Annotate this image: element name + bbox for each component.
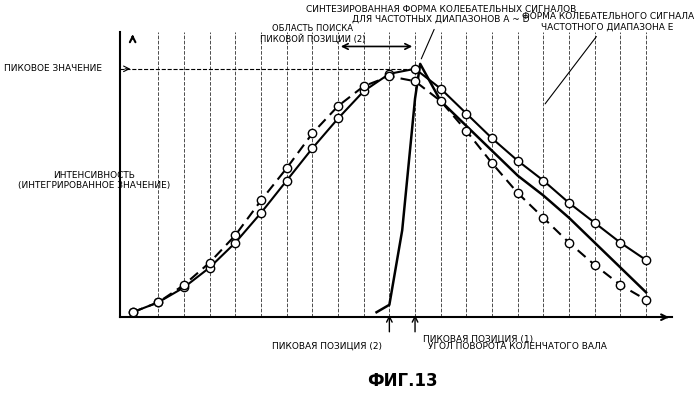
Text: ФИГ.13: ФИГ.13 bbox=[367, 372, 438, 390]
Text: ПИКОВАЯ ПОЗИЦИЯ (2): ПИКОВАЯ ПОЗИЦИЯ (2) bbox=[272, 342, 382, 351]
Text: ФОРМА КОЛЕБАТЕЛЬНОГО СИГНАЛА
ЧАСТОТНОГО ДИАПАЗОНА Е: ФОРМА КОЛЕБАТЕЛЬНОГО СИГНАЛА ЧАСТОТНОГО … bbox=[521, 12, 693, 104]
Text: СИНТЕЗИРОВАННАЯ ФОРМА КОЛЕБАТЕЛЬНЫХ СИГНАЛОВ
ДЛЯ ЧАСТОТНЫХ ДИАПАЗОНОВ А ~ D: СИНТЕЗИРОВАННАЯ ФОРМА КОЛЕБАТЕЛЬНЫХ СИГН… bbox=[305, 5, 576, 59]
Text: ПИКОВОЕ ЗНАЧЕНИЕ: ПИКОВОЕ ЗНАЧЕНИЕ bbox=[3, 64, 102, 73]
Text: ОБЛАСТЬ ПОИСКА
ПИКОВОЙ ПОЗИЦИИ (2): ОБЛАСТЬ ПОИСКА ПИКОВОЙ ПОЗИЦИИ (2) bbox=[259, 23, 365, 44]
Text: ПИКОВАЯ ПОЗИЦИЯ (1): ПИКОВАЯ ПОЗИЦИЯ (1) bbox=[423, 335, 533, 343]
Text: УГОЛ ПОВОРОТА КОЛЕНЧАТОГО ВАЛА: УГОЛ ПОВОРОТА КОЛЕНЧАТОГО ВАЛА bbox=[428, 342, 607, 351]
Text: ИНТЕНСИВНОСТЬ
(ИНТЕГРИРОВАННОЕ ЗНАЧЕНИЕ): ИНТЕНСИВНОСТЬ (ИНТЕГРИРОВАННОЕ ЗНАЧЕНИЕ) bbox=[18, 171, 171, 190]
